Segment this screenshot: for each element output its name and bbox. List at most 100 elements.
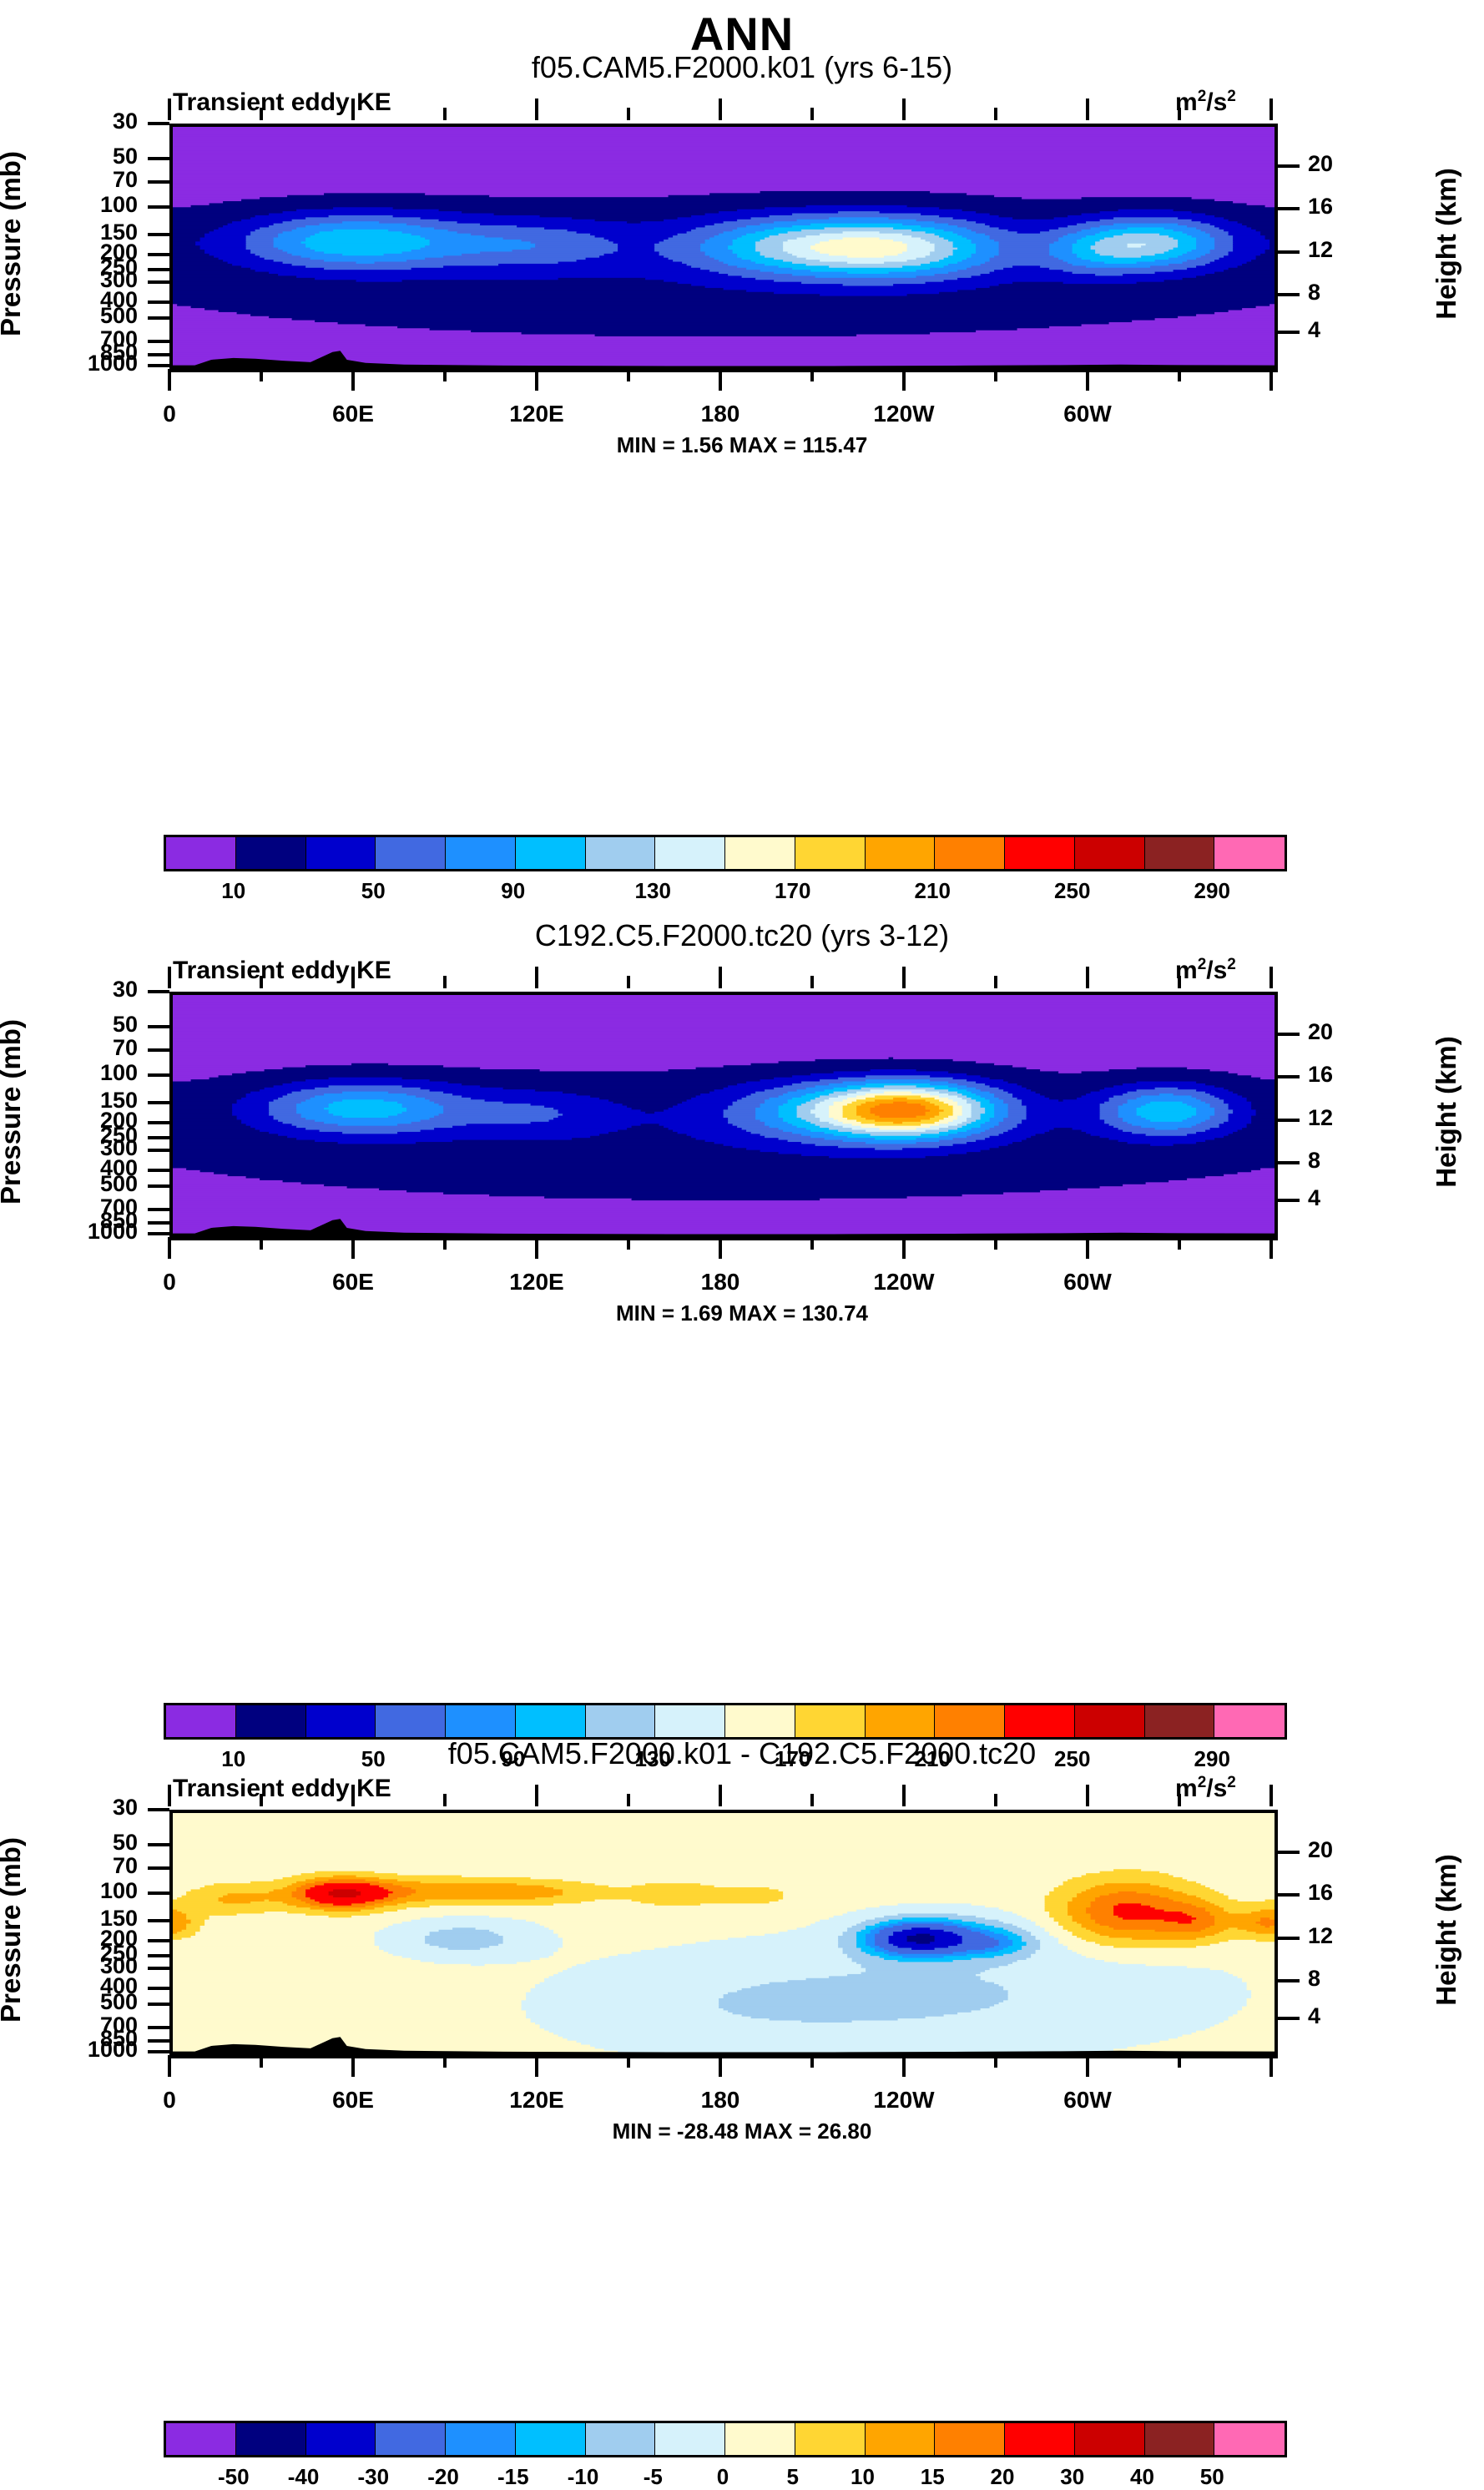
panel-1-colorbar-tick-2: 90: [501, 878, 526, 903]
panel-2-y-axis-title-right: Height (km): [1431, 1036, 1461, 1188]
xtick-mark-bot-150: [627, 369, 630, 381]
xtick-label-120W: 120W: [873, 1269, 935, 1295]
panel-3-colorbar[interactable]: [164, 2421, 1287, 2457]
ytick-right-mark-8: [1278, 292, 1300, 296]
xtick-mark-bot-0: [168, 369, 171, 391]
panel-2-y-axis-title: Pressure (mb): [0, 1019, 26, 1205]
ytick-label-100: 100: [99, 1059, 138, 1085]
ytick-label-200: 200: [99, 1107, 138, 1133]
panel-2-colorbar-swatch-2: [305, 1705, 376, 1737]
xtick-mark-bot-30: [260, 2055, 263, 2068]
panel-1-plot-area[interactable]: [169, 124, 1278, 372]
xtick-mark-bot-60: [351, 369, 355, 391]
ytick-mark-30: [148, 122, 169, 125]
xtick-label-60W: 60W: [1063, 401, 1112, 427]
panel-1-colorbar-swatch-12: [1005, 837, 1075, 869]
xtick-label-60W: 60W: [1063, 1269, 1112, 1295]
ytick-mark-1000: [148, 2050, 169, 2053]
xtick-mark-bot-240: [902, 1237, 906, 1259]
ytick-right-mark-16: [1278, 207, 1300, 211]
ytick-right-label-16: 16: [1308, 1880, 1334, 1906]
panel-2-plot-area[interactable]: [169, 992, 1278, 1240]
ytick-right-label-8: 8: [1308, 279, 1321, 305]
xtick-mark-bot-180: [719, 369, 722, 391]
panel-1-colorbar-tick-5: 210: [914, 878, 951, 903]
xtick-mark-bot-360: [1269, 1237, 1273, 1259]
panel-3-colorbar-swatch-10: [865, 2423, 936, 2455]
xtick-mark-top-60: [351, 967, 355, 988]
ytick-right-label-4: 4: [1308, 2003, 1321, 2028]
panel-2-colorbar-swatch-13: [1074, 1705, 1145, 1737]
ytick-right-mark-16: [1278, 1893, 1300, 1897]
ytick-label-70: 70: [112, 167, 138, 193]
panel-1-colorbar-tick-3: 130: [634, 878, 671, 903]
xtick-mark-top-0: [168, 967, 171, 988]
xtick-mark-top-90: [443, 1794, 447, 1806]
panel-3-colorbar-swatch-12: [1005, 2423, 1075, 2455]
xtick-label-0: 0: [163, 2087, 176, 2113]
xtick-mark-bot-270: [994, 1237, 997, 1250]
panel-2-colorbar-swatch-15: [1214, 1705, 1285, 1737]
panel-1-colorbar-swatch-7: [655, 837, 725, 869]
panel-2-colorbar-swatch-10: [865, 1705, 936, 1737]
panel-2-colorbar[interactable]: [164, 1703, 1287, 1740]
xtick-mark-bot-360: [1269, 2055, 1273, 2077]
xtick-mark-top-240: [902, 1785, 906, 1806]
xtick-mark-bot-30: [260, 1237, 263, 1250]
panel-3-colorbar-swatch-6: [585, 2423, 656, 2455]
ytick-right-label-4: 4: [1308, 316, 1321, 342]
ytick-right-label-20: 20: [1308, 1018, 1334, 1044]
ytick-mark-100: [148, 1891, 169, 1895]
xtick-mark-top-30: [260, 976, 263, 988]
xtick-label-180: 180: [700, 1269, 740, 1295]
ytick-mark-200: [148, 1120, 169, 1124]
panel-1-colorbar[interactable]: [164, 835, 1287, 871]
ytick-mark-850: [148, 352, 169, 356]
xtick-mark-bot-300: [1086, 2055, 1089, 2077]
ytick-right-mark-4: [1278, 330, 1300, 334]
xtick-mark-bot-150: [627, 2055, 630, 2068]
ytick-mark-1000: [148, 1232, 169, 1235]
xtick-mark-top-300: [1086, 98, 1089, 120]
xtick-mark-top-180: [719, 1785, 722, 1806]
xtick-label-0: 0: [163, 1269, 176, 1295]
ytick-mark-50: [148, 1025, 169, 1029]
ytick-label-1000: 1000: [87, 2037, 138, 2062]
ytick-label-700: 700: [99, 2012, 138, 2038]
ytick-label-300: 300: [99, 1953, 138, 1979]
ytick-right-mark-20: [1278, 1032, 1300, 1036]
xtick-mark-bot-270: [994, 369, 997, 381]
ytick-label-70: 70: [112, 1853, 138, 1879]
panel-3-colorbar-swatch-15: [1214, 2423, 1285, 2455]
xtick-label-0: 0: [163, 401, 176, 427]
xtick-label-180: 180: [700, 401, 740, 427]
xtick-mark-top-150: [627, 108, 630, 120]
panel-2-colorbar-tick-2: 90: [501, 1746, 526, 1771]
ytick-mark-200: [148, 1938, 169, 1942]
ytick-label-850: 850: [99, 1207, 138, 1233]
ytick-label-100: 100: [99, 191, 138, 217]
panel-2-minmax-text: MIN = 1.69 MAX = 130.74: [615, 1301, 869, 1326]
panel-1-colorbar-swatch-9: [795, 837, 866, 869]
xtick-mark-top-270: [994, 1794, 997, 1806]
xtick-mark-top-120: [535, 98, 538, 120]
xtick-mark-top-360: [1269, 967, 1273, 988]
ytick-right-label-20: 20: [1308, 1836, 1334, 1862]
ytick-mark-50: [148, 1843, 169, 1847]
panel-2-contour-field: [173, 995, 1275, 1237]
ytick-right-mark-12: [1278, 1936, 1300, 1940]
ytick-right-label-20: 20: [1308, 150, 1334, 176]
ytick-mark-250: [148, 1136, 169, 1140]
panel-3-colorbar-swatch-13: [1074, 2423, 1145, 2455]
panel-3-surface-topography: [173, 2037, 1275, 2055]
panel-2-colorbar-swatch-7: [655, 1705, 725, 1737]
xtick-mark-top-90: [443, 108, 447, 120]
page-title: ANN: [689, 8, 795, 60]
ytick-mark-100: [148, 205, 169, 209]
panel-2-colorbar-swatch-14: [1144, 1705, 1215, 1737]
panel-1-y-axis-title: Pressure (mb): [0, 151, 26, 336]
panel-3-plot-area[interactable]: [169, 1810, 1278, 2058]
ytick-label-850: 850: [99, 339, 138, 365]
xtick-mark-bot-330: [1178, 2055, 1181, 2068]
xtick-mark-bot-330: [1178, 1237, 1181, 1250]
